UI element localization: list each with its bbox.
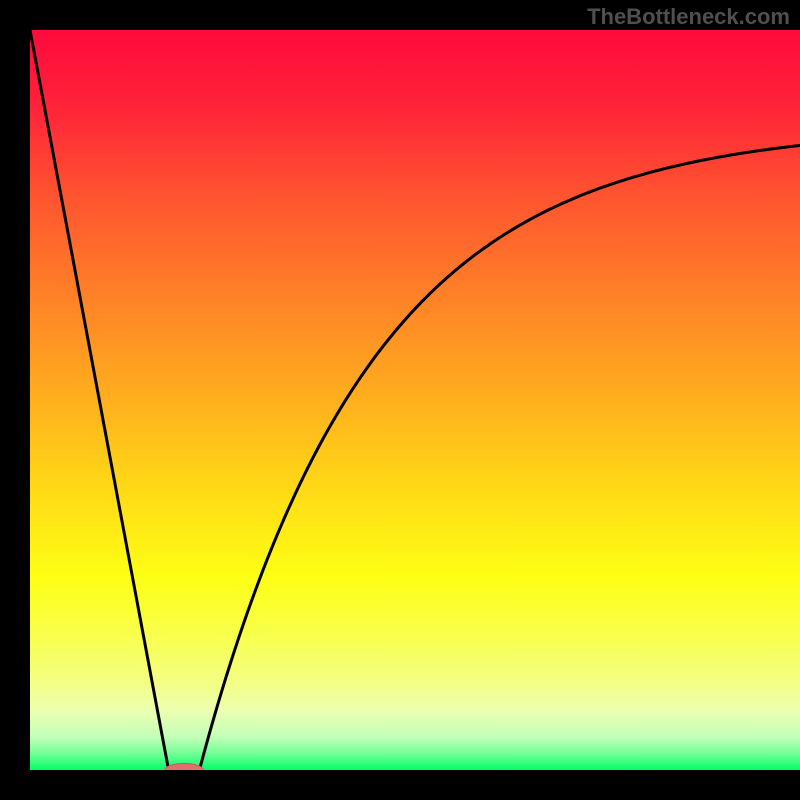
chart-container: TheBottleneck.com: [0, 0, 800, 800]
frame-left: [0, 0, 30, 800]
bottleneck-chart: [0, 0, 800, 800]
frame-bottom: [0, 770, 800, 800]
watermark-text: TheBottleneck.com: [587, 4, 790, 30]
